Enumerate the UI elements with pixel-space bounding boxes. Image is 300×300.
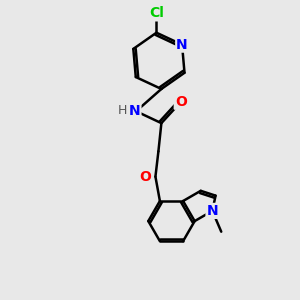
Text: H: H — [118, 104, 128, 117]
Text: N: N — [206, 204, 218, 218]
Text: Cl: Cl — [149, 6, 164, 20]
Text: O: O — [139, 169, 151, 184]
Text: N: N — [129, 104, 140, 118]
Text: O: O — [175, 95, 187, 109]
Text: N: N — [176, 38, 188, 52]
